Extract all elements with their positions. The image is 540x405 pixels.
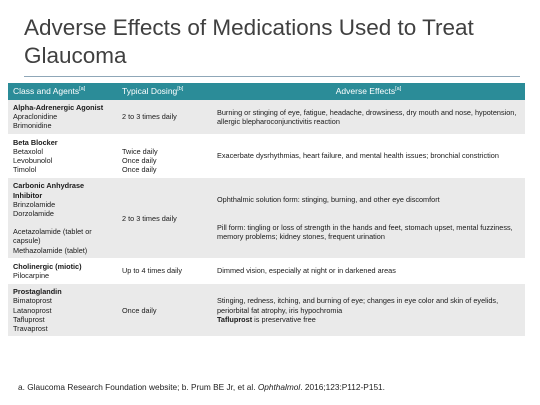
effects-cell: Burning or stinging of eye, fatigue, hea… xyxy=(212,100,525,135)
agent: Apraclonidine xyxy=(13,112,58,122)
agent: Brimonidine xyxy=(13,121,52,131)
effects-cell: Stinging, redness, itching, and burning … xyxy=(212,283,525,338)
class-agents-cell: Prostaglandin Bimatoprost Latanoprost Ta… xyxy=(8,283,117,338)
header-adverse-effects: Adverse Effects[a] xyxy=(212,83,525,100)
agent: Travaprost xyxy=(13,324,48,334)
footnote: a. Glaucoma Research Foundation website;… xyxy=(18,382,385,392)
title-divider xyxy=(24,76,520,77)
effects-cell: Ophthalmic solution form: stinging, burn… xyxy=(212,177,525,259)
agent: Betaxolol xyxy=(13,146,44,156)
drug-class: Prostaglandin xyxy=(13,287,62,297)
table-row: Cholinergic (miotic) Pilocarpine Up to 4… xyxy=(8,258,525,285)
drug-class: Beta Blocker xyxy=(13,137,58,147)
dosing-line: Once daily xyxy=(122,165,157,175)
page-title: Adverse Effects of Medications Used to T… xyxy=(24,15,474,68)
agent: Latanoprost xyxy=(13,305,52,315)
effects-note: Tafluprost is preservative free xyxy=(217,314,316,324)
class-agents-cell: Alpha-Adrenergic Agonist Apraclonidine B… xyxy=(8,100,117,135)
dosing-cell: 2 to 3 times daily xyxy=(117,100,212,135)
agent: Acetazolamide (tablet or capsule) xyxy=(13,227,92,246)
table-row: Alpha-Adrenergic Agonist Apraclonidine B… xyxy=(8,100,525,135)
agent: Levobunolol xyxy=(13,156,53,166)
agent: Pilocarpine xyxy=(13,271,50,281)
effects-text: Pill form: tingling or loss of strength … xyxy=(217,222,513,241)
agent: Dorzolamide xyxy=(13,209,54,219)
dosing-cell: 2 to 3 times daily xyxy=(117,177,212,259)
drug-class: Alpha-Adrenergic Agonist xyxy=(13,103,104,112)
agent: Brinzolamide xyxy=(13,199,56,209)
header-class-agents: Class and Agents[a] xyxy=(8,83,117,100)
table-row: Carbonic Anhydrase Inhibitor Brinzolamid… xyxy=(8,177,525,259)
class-agents-cell: Cholinergic (miotic) Pilocarpine xyxy=(8,258,117,285)
agent: Timolol xyxy=(13,165,37,175)
class-agents-cell: Carbonic Anhydrase Inhibitor Brinzolamid… xyxy=(8,177,117,259)
dosing-cell: Up to 4 times daily xyxy=(117,258,212,285)
drug-class: Cholinergic (miotic) xyxy=(13,261,82,271)
table-header-row: Class and Agents[a] Typical Dosing[b] Ad… xyxy=(8,83,525,100)
effects-cell: Exacerbate dysrhythmias, heart failure, … xyxy=(212,134,525,179)
class-agents-cell: Beta Blocker Betaxolol Levobunolol Timol… xyxy=(8,134,117,179)
table-row: Prostaglandin Bimatoprost Latanoprost Ta… xyxy=(8,283,525,338)
dosing-cell: Once daily xyxy=(117,283,212,338)
medications-table: Class and Agents[a] Typical Dosing[b] Ad… xyxy=(8,83,525,338)
effects-text: Stinging, redness, itching, and burning … xyxy=(217,296,499,315)
dosing-line: Once daily xyxy=(122,156,157,166)
agent: Bimatoprost xyxy=(13,296,52,306)
table-row: Beta Blocker Betaxolol Levobunolol Timol… xyxy=(8,134,525,179)
agent: Methazolamide (tablet) xyxy=(13,245,88,255)
dosing-cell: Twice daily Once daily Once daily xyxy=(117,134,212,179)
effects-text: Ophthalmic solution form: stinging, burn… xyxy=(217,195,440,205)
header-typical-dosing: Typical Dosing[b] xyxy=(117,83,212,100)
drug-class: Carbonic Anhydrase Inhibitor xyxy=(13,181,85,200)
agent: Tafluprost xyxy=(13,314,45,324)
effects-cell: Dimmed vision, especially at night or in… xyxy=(212,258,525,285)
dosing-line: Twice daily xyxy=(122,146,158,156)
